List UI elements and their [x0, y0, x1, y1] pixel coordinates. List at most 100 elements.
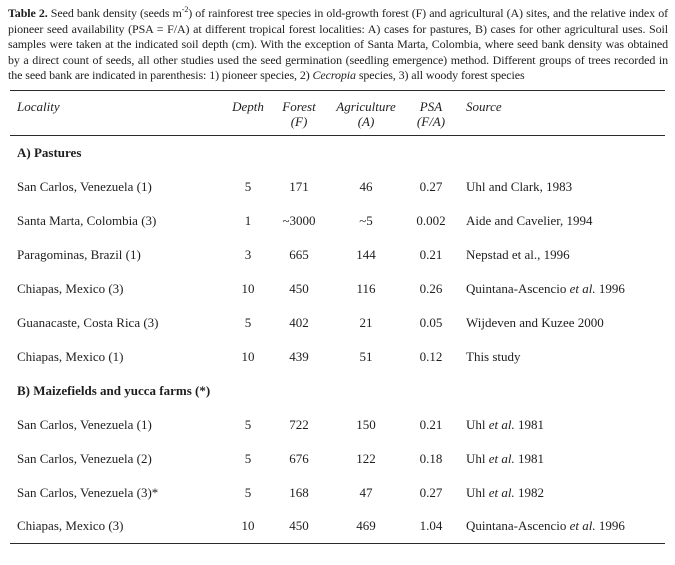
agriculture-cell: 51	[359, 348, 373, 364]
col-header-depth: Depth	[232, 98, 264, 114]
source-cell: Nepstad et al., 1996	[457, 237, 665, 271]
source-cell: Uhl et al. 1982	[457, 475, 665, 509]
source-etal-italic: et al.	[488, 450, 515, 466]
psa-cell: 1.04	[419, 518, 443, 534]
depth-cell: 10	[241, 348, 255, 364]
locality-cell: Paragominas, Brazil (1)	[17, 246, 141, 262]
forest-cell: 439	[289, 348, 309, 364]
agriculture-cell: 46	[359, 178, 373, 194]
forest-cell: 168	[289, 484, 309, 500]
forest-cell: 450	[289, 518, 309, 534]
source-text: Aide and Cavelier, 1994	[466, 212, 593, 228]
source-cell: Aide and Cavelier, 1994	[457, 203, 665, 237]
psa-cell: 0.05	[419, 314, 443, 330]
section-header-maizefields: B) Maizefields and yucca farms (*)	[10, 373, 665, 407]
agriculture-cell: 116	[356, 280, 376, 296]
table-row: Guanacaste, Costa Rica (3) 5 402 21 0.05…	[10, 305, 665, 339]
source-text: Quintana-Ascencio	[466, 518, 570, 534]
table-row: San Carlos, Venezuela (1) 5 171 46 0.27 …	[10, 169, 665, 203]
agriculture-cell: 150	[356, 416, 376, 432]
locality-cell: Santa Marta, Colombia (3)	[17, 212, 157, 228]
source-text: Uhl	[466, 484, 489, 500]
col-header-psa-line2: (F/A)	[416, 113, 446, 129]
forest-cell: 676	[289, 450, 309, 466]
psa-cell: 0.18	[419, 450, 443, 466]
table-row: Chiapas, Mexico (3) 10 450 116 0.26 Quin…	[10, 271, 665, 305]
depth-cell: 5	[244, 484, 252, 500]
source-text: Nepstad et al., 1996	[466, 246, 570, 262]
seed-bank-table: Locality Depth Forest (F) Agriculture (A) …	[10, 89, 665, 544]
psa-cell: 0.27	[419, 178, 443, 194]
source-year: 1981	[514, 416, 544, 432]
source-etal-italic: et al.	[569, 518, 596, 534]
source-text: This study	[466, 348, 521, 364]
source-text: Wijdeven and Kuzee 2000	[466, 314, 604, 330]
col-header-forest-line1: Forest	[282, 98, 316, 114]
col-header-agriculture-line1: Agriculture	[336, 98, 396, 114]
caption-table-label: Table 2.	[8, 6, 48, 20]
section-header-pastures-label: A) Pastures	[17, 144, 82, 160]
source-year: 1982	[514, 484, 544, 500]
locality-cell: San Carlos, Venezuela (1)	[17, 416, 152, 432]
source-text: Uhl	[466, 450, 489, 466]
depth-cell: 5	[244, 416, 252, 432]
depth-cell: 5	[244, 450, 252, 466]
source-etal-italic: et al.	[488, 484, 515, 500]
caption-superscript: -2	[181, 5, 189, 14]
depth-cell: 10	[241, 518, 255, 534]
table-row: San Carlos, Venezuela (2) 5 676 122 0.18…	[10, 441, 665, 475]
depth-cell: 3	[244, 246, 252, 262]
depth-cell: 5	[244, 314, 252, 330]
agriculture-cell: 47	[359, 484, 373, 500]
source-text: Quintana-Ascencio	[466, 280, 570, 296]
col-header-source: Source	[466, 98, 502, 114]
forest-cell: ~3000	[282, 212, 316, 228]
psa-cell: 0.12	[419, 348, 443, 364]
locality-cell: Chiapas, Mexico (1)	[17, 348, 124, 364]
source-text: Uhl	[466, 416, 489, 432]
table-row: Santa Marta, Colombia (3) 1 ~3000 ~5 0.0…	[10, 203, 665, 237]
depth-cell: 10	[241, 280, 255, 296]
forest-cell: 402	[289, 314, 309, 330]
forest-cell: 665	[289, 246, 309, 262]
caption-text-3: species, 3) all woody forest species	[355, 68, 525, 82]
psa-cell: 0.27	[419, 484, 443, 500]
forest-cell: 722	[289, 416, 309, 432]
col-header-agriculture-line2: (A)	[357, 113, 375, 129]
depth-cell: 1	[244, 212, 252, 228]
header-row: Locality Depth Forest (F) Agriculture (A) …	[10, 90, 665, 135]
caption-text-1: Seed bank density (seeds m	[47, 6, 182, 20]
forest-cell: 171	[289, 178, 309, 194]
psa-cell: 0.21	[419, 246, 443, 262]
source-cell: Uhl et al. 1981	[457, 441, 665, 475]
col-header-psa-line1: PSA	[419, 98, 443, 114]
locality-cell: Guanacaste, Costa Rica (3)	[17, 314, 159, 330]
source-etal-italic: et al.	[569, 280, 596, 296]
source-year: 1981	[514, 450, 544, 466]
col-header-agriculture: Agriculture (A)	[327, 90, 405, 135]
caption-genus-italic: Cecropia	[312, 68, 357, 82]
locality-cell: Chiapas, Mexico (3)	[17, 518, 124, 534]
locality-cell: Chiapas, Mexico (3)	[17, 280, 124, 296]
psa-cell: 0.26	[419, 280, 443, 296]
source-year: 1996	[595, 280, 625, 296]
table-row: Paragominas, Brazil (1) 3 665 144 0.21 N…	[10, 237, 665, 271]
table-row: Chiapas, Mexico (1) 10 439 51 0.12 This …	[10, 339, 665, 373]
table-row: Chiapas, Mexico (3) 10 450 469 1.04 Quin…	[10, 509, 665, 543]
col-header-locality: Locality	[17, 98, 60, 114]
psa-cell: 0.002	[416, 212, 446, 228]
section-header-maizefields-label: B) Maizefields and yucca farms (*)	[17, 382, 211, 398]
agriculture-cell: ~5	[359, 212, 373, 228]
locality-cell: San Carlos, Venezuela (1)	[17, 178, 152, 194]
source-text: Uhl and Clark, 1983	[466, 178, 573, 194]
source-cell: Uhl et al. 1981	[457, 407, 665, 441]
agriculture-cell: 122	[356, 450, 376, 466]
table-row: San Carlos, Venezuela (1) 5 722 150 0.21…	[10, 407, 665, 441]
psa-cell: 0.21	[419, 416, 443, 432]
forest-cell: 450	[289, 280, 309, 296]
source-cell: This study	[457, 339, 665, 373]
agriculture-cell: 469	[356, 518, 376, 534]
source-cell: Quintana-Ascencio et al. 1996	[457, 271, 665, 305]
agriculture-cell: 21	[359, 314, 373, 330]
col-header-forest-line2: (F)	[290, 113, 308, 129]
